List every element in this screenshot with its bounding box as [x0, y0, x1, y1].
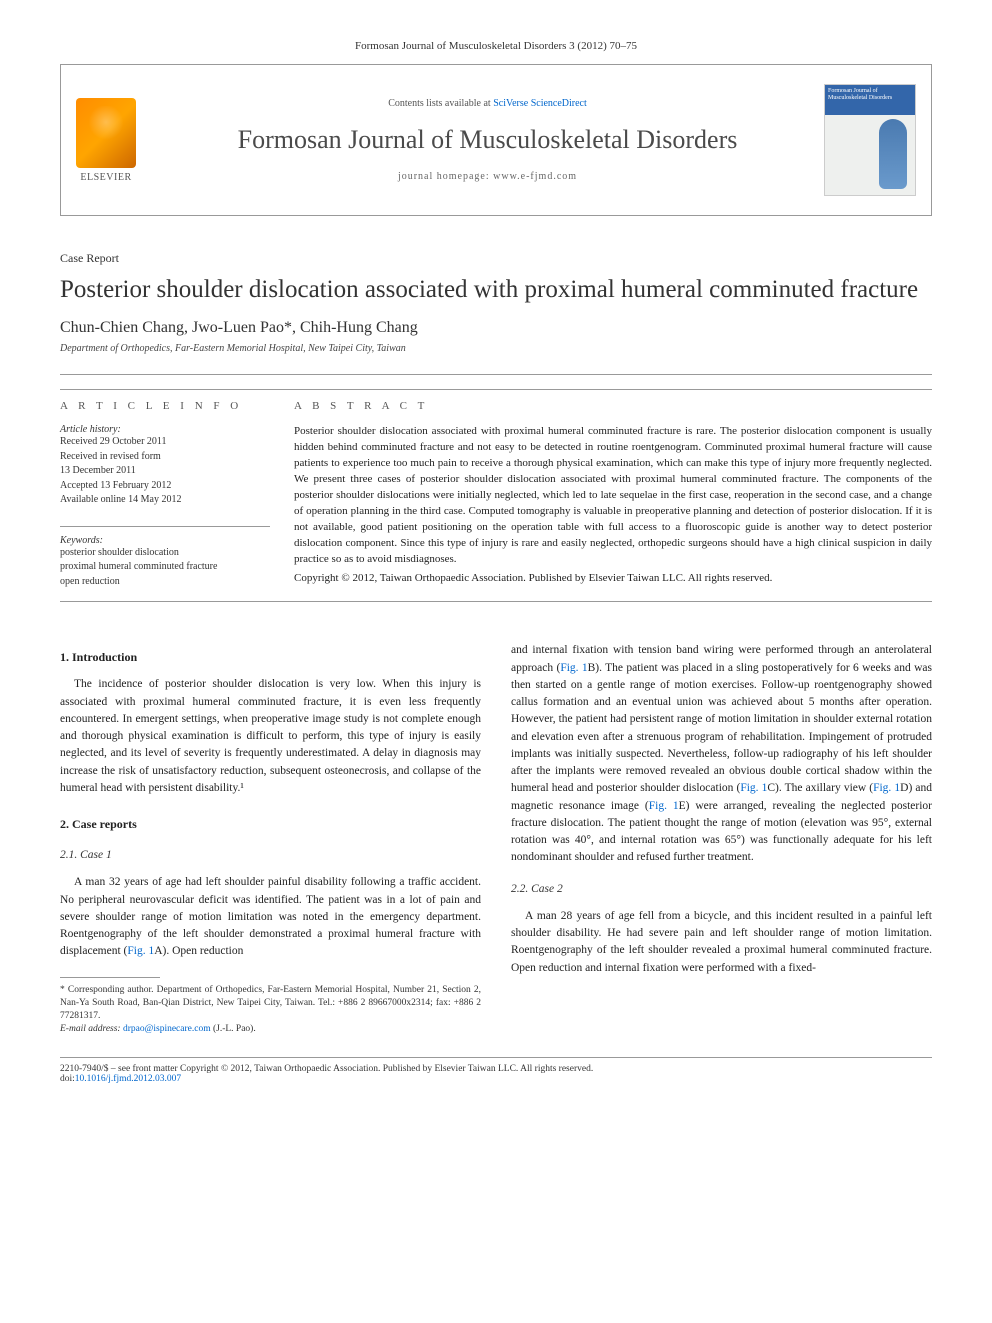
intro-paragraph: The incidence of posterior shoulder disl…: [60, 676, 481, 797]
fig1d-link[interactable]: Fig. 1: [873, 782, 900, 794]
journal-name: Formosan Journal of Musculoskeletal Diso…: [161, 125, 814, 155]
affiliation: Department of Orthopedics, Far-Eastern M…: [60, 343, 932, 354]
elsevier-tree-icon: [76, 98, 136, 168]
elsevier-logo: ELSEVIER: [61, 65, 151, 215]
online-date: Available online 14 May 2012: [60, 493, 270, 508]
fig1b-link[interactable]: Fig. 1: [560, 662, 587, 674]
revised-line1: Received in revised form: [60, 450, 270, 465]
authors: Chun-Chien Chang, Jwo-Luen Pao*, Chih-Hu…: [60, 319, 932, 337]
keyword-2: proximal humeral comminuted fracture: [60, 560, 270, 575]
fig1a-link[interactable]: Fig. 1: [127, 945, 154, 957]
case1-heading: 2.1. Case 1: [60, 847, 481, 864]
intro-heading: 1. Introduction: [60, 648, 481, 666]
contents-prefix: Contents lists available at: [388, 98, 493, 109]
keywords-label: Keywords:: [60, 535, 270, 546]
cover-body: [825, 115, 915, 195]
case1-text: A man 32 years of age had left shoulder …: [60, 876, 481, 957]
cover-body-figure-icon: [879, 119, 907, 189]
homepage-line: journal homepage: www.e-fjmd.com: [161, 171, 814, 182]
email-label: E-mail address:: [60, 1024, 123, 1034]
keyword-3: open reduction: [60, 575, 270, 590]
case1-text-after: A). Open reduction: [154, 945, 243, 957]
publisher-name: ELSEVIER: [80, 172, 131, 183]
footnote-separator: [60, 977, 160, 978]
sciencedirect-link[interactable]: SciVerse ScienceDirect: [493, 98, 587, 109]
divider: [60, 374, 932, 375]
doi-line: doi:10.1016/j.fjmd.2012.03.007: [60, 1074, 932, 1084]
article-type: Case Report: [60, 251, 932, 266]
accepted-date: Accepted 13 February 2012: [60, 479, 270, 494]
col2-text3: C). The axillary view (: [767, 782, 873, 794]
keyword-1: posterior shoulder dislocation: [60, 546, 270, 561]
issn-line: 2210-7940/$ – see front matter Copyright…: [60, 1064, 932, 1074]
cover-title: Formosan Journal of Musculoskeletal Diso…: [825, 85, 915, 115]
case2-heading: 2.2. Case 2: [511, 881, 932, 898]
article-info-heading: A R T I C L E I N F O: [60, 400, 270, 412]
case2-paragraph: A man 28 years of age fell from a bicycl…: [511, 908, 932, 977]
case1-continued: and internal fixation with tension band …: [511, 642, 932, 866]
header-center: Contents lists available at SciVerse Sci…: [151, 88, 824, 192]
journal-cover-thumbnail: Formosan Journal of Musculoskeletal Diso…: [824, 84, 916, 196]
doi-link[interactable]: 10.1016/j.fjmd.2012.03.007: [75, 1074, 181, 1084]
received-date: Received 29 October 2011: [60, 435, 270, 450]
case1-paragraph: A man 32 years of age had left shoulder …: [60, 874, 481, 960]
abstract: A B S T R A C T Posterior shoulder dislo…: [294, 389, 932, 589]
fig1c-link[interactable]: Fig. 1: [740, 782, 767, 794]
column-left: 1. Introduction The incidence of posteri…: [60, 642, 481, 1036]
revised-date: 13 December 2011: [60, 464, 270, 479]
keywords-block: Keywords: posterior shoulder dislocation…: [60, 526, 270, 590]
email-link[interactable]: drpao@ispinecare.com: [123, 1024, 211, 1034]
bottom-bar: 2210-7940/$ – see front matter Copyright…: [60, 1057, 932, 1084]
col2-text2: B). The patient was placed in a sling po…: [511, 662, 932, 795]
history-label: Article history:: [60, 424, 270, 435]
fig1e-link[interactable]: Fig. 1: [649, 800, 679, 812]
info-abstract-row: A R T I C L E I N F O Article history: R…: [60, 389, 932, 602]
corresponding-footnote: * Corresponding author. Department of Or…: [60, 984, 481, 1024]
cases-heading: 2. Case reports: [60, 815, 481, 833]
top-citation: Formosan Journal of Musculoskeletal Diso…: [60, 40, 932, 52]
abstract-text: Posterior shoulder dislocation associate…: [294, 424, 932, 567]
article-info: A R T I C L E I N F O Article history: R…: [60, 389, 294, 589]
contents-line: Contents lists available at SciVerse Sci…: [161, 98, 814, 109]
body-columns: 1. Introduction The incidence of posteri…: [60, 642, 932, 1036]
doi-label: doi:: [60, 1074, 75, 1084]
journal-header: ELSEVIER Contents lists available at Sci…: [60, 64, 932, 216]
abstract-copyright: Copyright © 2012, Taiwan Orthopaedic Ass…: [294, 572, 932, 584]
abstract-heading: A B S T R A C T: [294, 400, 932, 412]
article-title: Posterior shoulder dislocation associate…: [60, 274, 932, 305]
email-footnote: E-mail address: drpao@ispinecare.com (J.…: [60, 1023, 481, 1036]
email-suffix: (J.-L. Pao).: [211, 1024, 256, 1034]
column-right: and internal fixation with tension band …: [511, 642, 932, 1036]
